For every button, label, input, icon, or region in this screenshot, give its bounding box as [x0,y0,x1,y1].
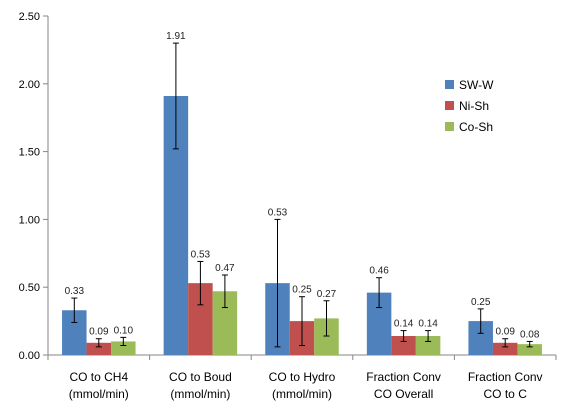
bar-co-sh [415,336,441,355]
bar-ni-sh [492,342,518,355]
data-label: 0.09 [495,327,515,338]
y-tick-label: 0.50 [19,282,40,294]
x-category-label: Fraction Conv CO Overall [366,370,441,401]
bar-ni-sh [391,336,416,355]
legend-swatch [445,101,454,110]
legend-swatch [445,80,454,89]
y-tick-label: 2.50 [19,11,40,23]
legend-swatch [445,122,454,131]
data-label: 0.14 [394,319,414,330]
bar-co-sh [517,344,542,355]
data-label: 0.08 [520,329,540,340]
data-label: 0.27 [317,289,337,300]
x-category-label: CO to Hydro (mmol/min) [269,370,336,401]
data-label: 0.47 [215,263,235,274]
y-axis: 0.00 0.50 1.00 1.50 2.00 2.50 [19,11,49,362]
y-tick-label: 1.00 [19,214,40,226]
y-tick-label: 1.50 [19,147,40,159]
legend-label: SW-W [459,78,494,92]
data-label: 0.25 [292,285,312,296]
data-label: 0.14 [418,319,438,330]
legend: SW-W Ni-Sh Co-Sh [445,78,494,134]
legend-label: Co-Sh [459,120,493,134]
legend-label: Ni-Sh [459,99,489,113]
data-label: 0.53 [191,249,211,260]
data-label: 0.46 [369,266,389,277]
data-label: 1.91 [166,31,186,42]
x-category-label: CO to CH4 (mmol/min) [69,370,129,401]
data-label: 0.33 [65,286,85,297]
x-category-label: CO to Boud (mmol/min) [169,370,232,401]
y-tick-label: 2.00 [19,79,40,91]
y-tick-label: 0.00 [19,350,40,362]
data-label: 0.25 [471,297,491,308]
bar-co-sh [111,341,136,355]
data-label: 0.09 [89,327,109,338]
bars: 0.33 1.91 0.53 0.46 0.25 0.09 0.53 0.25 0.14 0.09… [62,31,542,355]
x-axis: CO to CH4 (mmol/min) CO to Boud (mmol/min) C… [47,354,557,401]
data-label: 0.53 [268,207,288,218]
data-label: 0.10 [114,325,134,336]
bar-ni-sh [86,342,112,355]
x-category-label: Fraction Conv CO to C [468,370,543,401]
